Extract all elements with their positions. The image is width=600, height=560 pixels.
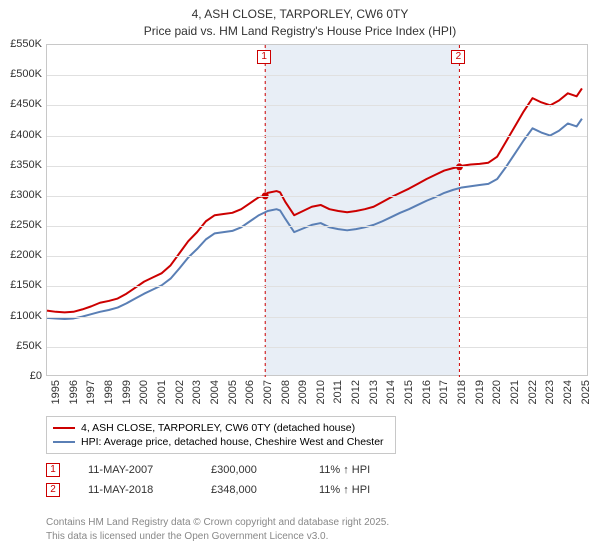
y-gridline xyxy=(47,166,587,167)
series-line-prop xyxy=(47,88,582,312)
plot-area xyxy=(46,44,588,376)
footer-line1: Contains HM Land Registry data © Crown c… xyxy=(46,516,389,530)
x-tick-label: 1995 xyxy=(50,380,62,404)
transaction-marker-box: 1 xyxy=(46,463,60,477)
marker-box: 2 xyxy=(451,50,465,64)
y-gridline xyxy=(47,256,587,257)
transaction-note: 11% ↑ HPI xyxy=(319,464,370,476)
y-tick-label: £150K xyxy=(0,279,42,291)
y-tick-label: £450K xyxy=(0,98,42,110)
chart-title: 4, ASH CLOSE, TARPORLEY, CW6 0TY Price p… xyxy=(0,0,600,40)
legend-row: HPI: Average price, detached house, Ches… xyxy=(53,435,389,449)
x-tick-label: 2021 xyxy=(509,380,521,404)
x-tick-label: 2023 xyxy=(544,380,556,404)
y-tick-label: £400K xyxy=(0,129,42,141)
y-tick-label: £0 xyxy=(0,370,42,382)
title-line1: 4, ASH CLOSE, TARPORLEY, CW6 0TY xyxy=(0,6,600,23)
footer-attribution: Contains HM Land Registry data © Crown c… xyxy=(46,516,389,544)
x-tick-label: 2012 xyxy=(350,380,362,404)
x-tick-label: 2007 xyxy=(262,380,274,404)
x-tick-label: 1996 xyxy=(68,380,80,404)
x-tick-label: 2014 xyxy=(385,380,397,404)
transactions-table: 1 11-MAY-2007 £300,000 11% ↑ HPI 2 11-MAY-201… xyxy=(46,460,370,500)
legend-label: 4, ASH CLOSE, TARPORLEY, CW6 0TY (detach… xyxy=(81,422,355,434)
x-tick-label: 2006 xyxy=(244,380,256,404)
transaction-price: £300,000 xyxy=(211,464,291,476)
y-gridline xyxy=(47,226,587,227)
y-gridline xyxy=(47,136,587,137)
x-tick-label: 2015 xyxy=(403,380,415,404)
x-tick-label: 2001 xyxy=(156,380,168,404)
marker-dot xyxy=(456,163,463,170)
x-tick-label: 2004 xyxy=(209,380,221,404)
y-gridline xyxy=(47,347,587,348)
marker-box: 1 xyxy=(257,50,271,64)
legend-row: 4, ASH CLOSE, TARPORLEY, CW6 0TY (detach… xyxy=(53,421,389,435)
transaction-row: 2 11-MAY-2018 £348,000 11% ↑ HPI xyxy=(46,480,370,500)
transaction-note: 11% ↑ HPI xyxy=(319,484,370,496)
y-tick-label: £50K xyxy=(0,340,42,352)
legend: 4, ASH CLOSE, TARPORLEY, CW6 0TY (detach… xyxy=(46,416,396,454)
x-tick-label: 2010 xyxy=(315,380,327,404)
legend-swatch xyxy=(53,441,75,443)
y-gridline xyxy=(47,286,587,287)
y-tick-label: £300K xyxy=(0,189,42,201)
x-tick-label: 2003 xyxy=(191,380,203,404)
legend-label: HPI: Average price, detached house, Ches… xyxy=(81,436,384,448)
x-tick-label: 2017 xyxy=(438,380,450,404)
x-tick-label: 1997 xyxy=(85,380,97,404)
y-tick-label: £200K xyxy=(0,249,42,261)
x-tick-label: 2025 xyxy=(580,380,592,404)
legend-swatch xyxy=(53,427,75,429)
y-tick-label: £350K xyxy=(0,159,42,171)
y-gridline xyxy=(47,317,587,318)
transaction-marker-box: 2 xyxy=(46,483,60,497)
x-tick-label: 2011 xyxy=(332,380,344,404)
y-tick-label: £500K xyxy=(0,68,42,80)
transaction-price: £348,000 xyxy=(211,484,291,496)
x-tick-label: 2022 xyxy=(527,380,539,404)
transaction-date: 11-MAY-2007 xyxy=(88,464,183,476)
y-gridline xyxy=(47,196,587,197)
x-tick-label: 2016 xyxy=(421,380,433,404)
y-gridline xyxy=(47,105,587,106)
x-tick-label: 2018 xyxy=(456,380,468,404)
title-line2: Price paid vs. HM Land Registry's House … xyxy=(0,23,600,40)
y-tick-label: £550K xyxy=(0,38,42,50)
x-tick-label: 2005 xyxy=(227,380,239,404)
x-tick-label: 2002 xyxy=(174,380,186,404)
x-tick-label: 2024 xyxy=(562,380,574,404)
x-tick-label: 1999 xyxy=(121,380,133,404)
x-tick-label: 1998 xyxy=(103,380,115,404)
chart-container: 4, ASH CLOSE, TARPORLEY, CW6 0TY Price p… xyxy=(0,0,600,560)
footer-line2: This data is licensed under the Open Gov… xyxy=(46,530,389,544)
x-tick-label: 2013 xyxy=(368,380,380,404)
x-tick-label: 2009 xyxy=(297,380,309,404)
y-tick-label: £250K xyxy=(0,219,42,231)
x-tick-label: 2020 xyxy=(491,380,503,404)
x-tick-label: 2008 xyxy=(280,380,292,404)
line-layer xyxy=(47,45,589,377)
x-tick-label: 2000 xyxy=(138,380,150,404)
y-gridline xyxy=(47,75,587,76)
x-tick-label: 2019 xyxy=(474,380,486,404)
y-tick-label: £100K xyxy=(0,310,42,322)
transaction-row: 1 11-MAY-2007 £300,000 11% ↑ HPI xyxy=(46,460,370,480)
transaction-date: 11-MAY-2018 xyxy=(88,484,183,496)
